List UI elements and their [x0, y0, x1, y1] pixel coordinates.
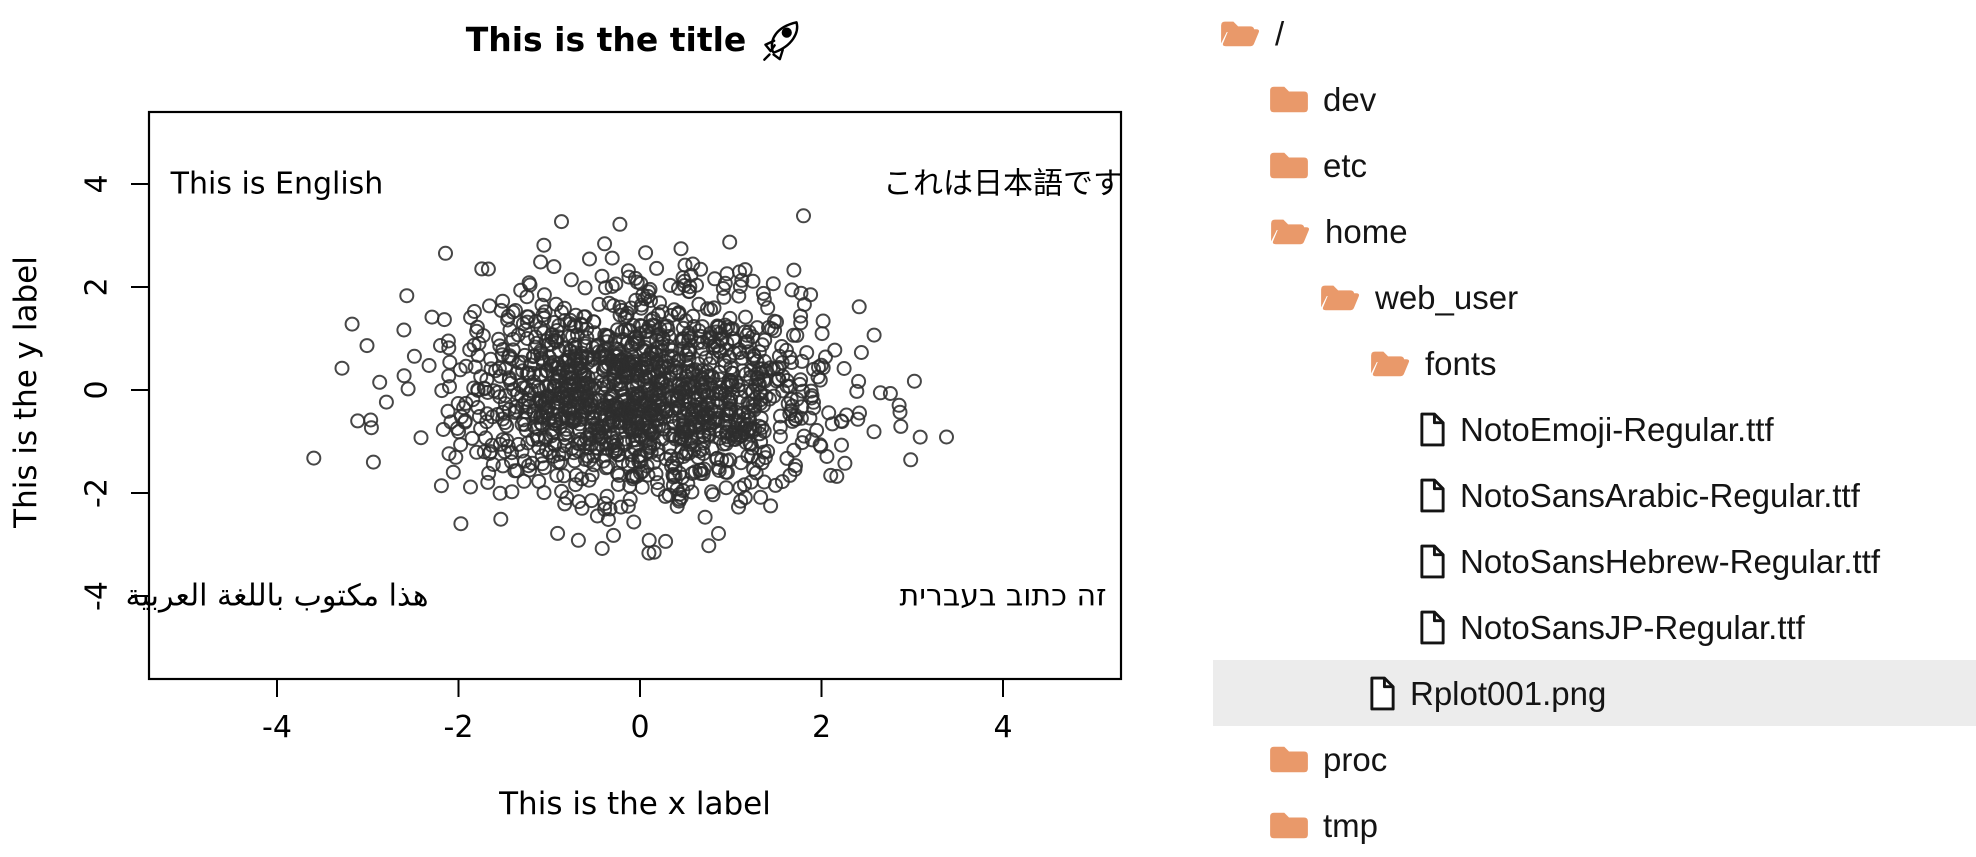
tree-item-label: NotoSansJP-Regular.ttf [1460, 608, 1805, 646]
tree-row-notosanshebrew-regular-ttf[interactable]: NotoSansHebrew-Regular.ttf [1213, 528, 1976, 594]
plot-box [147, 110, 1123, 681]
tree-row-proc[interactable]: proc [1213, 726, 1976, 792]
file-icon [1418, 543, 1447, 580]
tree-row-tmp[interactable]: tmp [1213, 792, 1976, 857]
tree-item-label: dev [1323, 80, 1377, 118]
plot-title-text: This is the title [465, 19, 747, 59]
file-icon [1418, 609, 1447, 646]
folder-open-icon [1218, 16, 1262, 50]
y-tick-label: 0 [80, 380, 115, 399]
tree-item-label: NotoSansHebrew-Regular.ttf [1460, 542, 1881, 580]
file-tree: / dev etc home web_user fonts NotoEmoji-… [1213, 0, 1976, 857]
folder-open-icon [1268, 214, 1312, 248]
y-tick-label: -2 [80, 478, 115, 508]
x-axis-label: This is the x label [499, 786, 771, 822]
file-icon [1418, 477, 1447, 514]
tree-item-label: Rplot001.png [1410, 674, 1607, 712]
x-tick-label: 2 [812, 710, 831, 745]
rocket-emoji-icon [758, 16, 804, 62]
folder-icon [1268, 148, 1310, 182]
x-tick-label: 0 [630, 710, 649, 745]
folder-icon [1268, 808, 1310, 842]
scatter-points [306, 208, 954, 561]
plot-annotation: This is English [170, 167, 384, 202]
tree-row-web-user[interactable]: web_user [1213, 264, 1976, 330]
y-tick-label: -4 [80, 581, 115, 611]
plot-canvas: -4 -2 0 2 4 -4 -2 0 2 4 This is English これは日本語です ه… [80, 110, 1123, 745]
x-tick-label: -2 [444, 710, 474, 745]
tree-row-notoemoji-regular-ttf[interactable]: NotoEmoji-Regular.ttf [1213, 396, 1976, 462]
tree-item-label: tmp [1323, 806, 1379, 844]
y-tick-label: 2 [80, 277, 115, 296]
tree-row-notosansjp-regular-ttf[interactable]: NotoSansJP-Regular.ttf [1213, 594, 1976, 660]
plot-annotation: هذا مكتوب باللغة العربية [125, 579, 428, 614]
tree-item-label: fonts [1425, 344, 1497, 382]
tree-item-label: etc [1323, 146, 1368, 184]
tree-item-label: web_user [1375, 278, 1519, 316]
tree-item-label: NotoEmoji-Regular.ttf [1460, 410, 1774, 448]
folder-open-icon [1318, 280, 1362, 314]
y-axis-ticks: -4 -2 0 2 4 [80, 174, 149, 611]
plot-annotations: This is English これは日本語です هذا مكتوب باللغة … [125, 167, 1123, 614]
folder-open-icon [1368, 346, 1412, 380]
x-tick-label: -4 [262, 710, 292, 745]
tree-row-fonts[interactable]: fonts [1213, 330, 1976, 396]
tree-item-label: proc [1323, 740, 1388, 778]
plot-title: This is the title [149, 16, 1121, 62]
tree-row-home[interactable]: home [1213, 198, 1976, 264]
tree-item-label: home [1325, 212, 1408, 250]
folder-icon [1268, 742, 1310, 776]
tree-row-etc[interactable]: etc [1213, 132, 1976, 198]
x-axis-ticks: -4 -2 0 2 4 [262, 679, 1013, 745]
tree-row-[interactable]: / [1213, 0, 1976, 66]
tree-row-rplot001-png[interactable]: Rplot001.png [1213, 660, 1976, 726]
tree-item-label: NotoSansArabic-Regular.ttf [1460, 476, 1860, 514]
tree-row-notosansarabic-regular-ttf[interactable]: NotoSansArabic-Regular.ttf [1213, 462, 1976, 528]
file-icon [1368, 675, 1397, 712]
plot-annotation: これは日本語です [883, 167, 1123, 202]
folder-icon [1268, 82, 1310, 116]
x-tick-label: 4 [993, 710, 1012, 745]
y-tick-label: 4 [80, 174, 115, 193]
tree-row-dev[interactable]: dev [1213, 66, 1976, 132]
plot-annotation: זה כתוב בעברית [900, 579, 1107, 614]
plot-panel: This is the title This is the x label Th… [8, 16, 1123, 823]
file-icon [1418, 411, 1447, 448]
tree-item-label: / [1275, 14, 1285, 52]
